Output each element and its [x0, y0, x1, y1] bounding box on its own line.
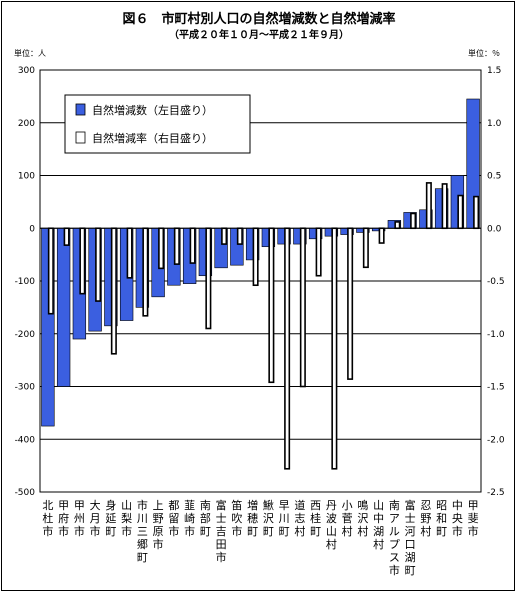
bar-rate-1	[63, 227, 70, 246]
category-label: 甲府市	[58, 499, 69, 538]
category-label: 小菅村	[342, 499, 353, 538]
category-label: 甲州市	[74, 499, 85, 538]
bar-rate-9	[189, 227, 196, 264]
bar-rate-27	[473, 195, 480, 230]
bar-rate-5	[126, 227, 133, 279]
category-label: 市川三郷町	[137, 498, 148, 564]
bar-rate-23	[410, 212, 417, 230]
bar-rate-11	[221, 227, 228, 245]
bar-rate-2	[79, 227, 86, 295]
legend-swatch-count	[75, 103, 86, 116]
chart-title: 図６ 市町村別人口の自然増減数と自然増減率	[122, 11, 395, 27]
right-unit-label: 単位：％	[468, 48, 500, 58]
left-axis-ticks: 300 200 100 0 -100 -200 -300 -400 -500	[15, 66, 36, 498]
right-tick-label: 0.0	[487, 224, 502, 234]
legend-box	[64, 94, 251, 154]
left-tick-label: 300	[18, 66, 35, 76]
left-tick-label: -200	[15, 330, 36, 340]
right-tick-label: -0.5	[487, 277, 505, 287]
right-axis-ticks: 1.5 1.0 0.5 0.0 -0.5 -1.0 -1.5 -2.0 -2.5	[487, 66, 505, 498]
category-label: 富士河口湖町	[405, 498, 416, 577]
category-label: 山中湖村	[373, 499, 384, 551]
bar-rate-16	[299, 227, 306, 388]
right-tick-label: -2.0	[487, 435, 505, 445]
category-label: 富士吉田市	[216, 498, 227, 564]
legend-label-count: 自然増減数（左目盛り）	[92, 103, 213, 117]
right-tick-label: -1.0	[487, 330, 505, 340]
bar-rate-18	[331, 227, 338, 470]
category-label: 鰍沢町	[263, 498, 274, 538]
category-label: 西桂町	[310, 499, 321, 538]
left-tick-label: -300	[15, 383, 36, 393]
legend-label-rate: 自然増減率（右目盛り）	[92, 131, 213, 145]
category-labels: 北杜市甲府市甲州市大月市身延町山梨市市川三郷町上野原市都留市韮崎市南部町富士吉田…	[42, 498, 478, 577]
category-label: 甲斐市	[468, 499, 479, 538]
right-tick-label: 0.5	[487, 172, 501, 182]
bar-rate-0	[47, 227, 54, 315]
bar-count-1	[56, 227, 71, 387]
left-tick-label: -400	[15, 435, 36, 445]
bar-rate-26	[457, 194, 464, 230]
category-label: 北杜市	[42, 499, 53, 538]
right-tick-label: -2.5	[487, 488, 505, 498]
bar-rate-6	[142, 227, 149, 317]
left-tick-label: 0	[29, 224, 35, 234]
chart-subtitle: （平成２０年１０月～平成２１年９月）	[169, 28, 349, 41]
category-label: 上野原市	[153, 499, 164, 551]
left-tick-label: 100	[18, 172, 35, 182]
bar-rate-19	[347, 227, 354, 380]
category-label: 早川町	[279, 499, 290, 538]
category-label: 身延町	[105, 498, 116, 538]
bar-rate-7	[158, 227, 165, 270]
legend-swatch-rate	[75, 131, 86, 144]
category-label: 忍野村	[420, 499, 431, 538]
right-tick-label: 1.5	[487, 66, 501, 76]
category-label: 丹波山村	[326, 499, 337, 551]
bar-rate-24	[425, 182, 432, 230]
bars	[40, 98, 481, 470]
category-label: 増穂町	[247, 499, 258, 538]
left-unit-label: 単位：人	[14, 48, 46, 58]
bar-rate-3	[95, 227, 102, 302]
left-tick-label: -100	[15, 277, 36, 287]
bar-rate-12	[236, 227, 243, 245]
category-label: 都留市	[168, 499, 179, 538]
category-label: 道志村	[294, 498, 305, 538]
bar-rate-21	[378, 227, 385, 244]
bar-rate-25	[441, 183, 448, 230]
bar-rate-4	[110, 227, 117, 355]
bar-rate-14	[268, 227, 275, 384]
bar-rate-8	[173, 227, 180, 265]
category-label: 笛吹市	[231, 498, 242, 538]
legend: 自然増減数（左目盛り） 自然増減率（右目盛り）	[64, 94, 251, 154]
left-tick-label: -500	[15, 488, 36, 498]
category-label: 南アルプス市	[389, 499, 400, 577]
bar-rate-15	[284, 227, 291, 470]
bar-rate-22	[394, 221, 401, 230]
category-label: 南部町	[200, 499, 211, 538]
bar-rate-20	[362, 227, 369, 269]
right-tick-label: 1.0	[487, 119, 502, 129]
category-label: 昭和町	[436, 499, 447, 538]
bar-rate-17	[315, 227, 322, 277]
left-tick-label: 200	[18, 119, 35, 129]
category-label: 中央市	[452, 499, 463, 538]
category-label: 鳴沢村	[357, 498, 368, 538]
right-tick-label: -1.5	[487, 383, 505, 393]
category-label: 山梨市	[121, 499, 132, 538]
category-label: 韮崎市	[184, 499, 195, 538]
category-label: 大月市	[90, 498, 101, 538]
bar-rate-13	[252, 227, 259, 287]
bar-rate-10	[205, 227, 212, 330]
